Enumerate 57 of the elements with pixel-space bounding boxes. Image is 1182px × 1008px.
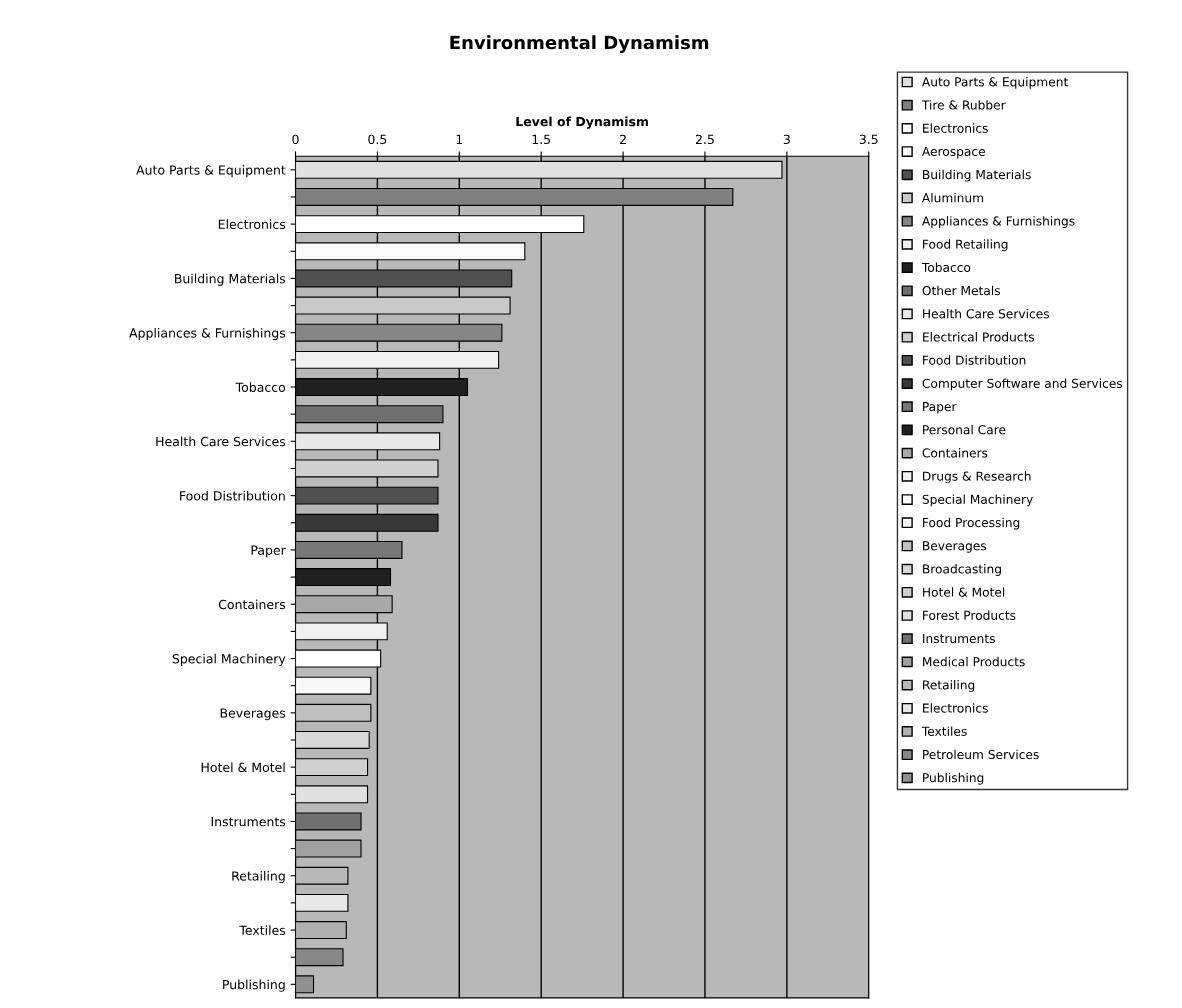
legend-label: Petroleum Services [923, 749, 1039, 760]
legend-label: Broadcasting [923, 564, 1001, 576]
legend-label: Tobacco [921, 262, 971, 272]
y-tick-label: Containers [218, 599, 286, 610]
chart-title: Environmental Dynamism [450, 35, 709, 53]
y-tick-label: Appliances & Furnishings [129, 327, 286, 341]
legend-label: Hotel & Motel [923, 587, 1005, 597]
legend-label: Building Materials [923, 169, 1031, 182]
x-tick-label: 3.5 [859, 134, 878, 145]
y-tick-label: Electronics [218, 219, 286, 230]
legend-label: Aluminum [921, 192, 984, 203]
legend-label: Electronics [923, 123, 988, 133]
legend-label: Food Processing [923, 517, 1020, 530]
y-tick-label: Instruments [211, 817, 286, 827]
y-tick-label: Retailing [232, 870, 285, 884]
y-tick-label: Textiles [239, 925, 286, 935]
legend-label: Food Retailing [923, 239, 1008, 252]
x-tick-label: 1.5 [532, 134, 551, 145]
x-axis-title: Level of Dynamism [516, 116, 648, 129]
legend-label: Food Distribution [923, 355, 1026, 365]
legend-label: Personal Care [923, 424, 1006, 435]
legend-label: Electrical Products [923, 332, 1035, 342]
legend-label: Electronics [923, 703, 988, 713]
y-tick-label: Building Materials [175, 273, 286, 286]
legend-label: Other Metals [922, 285, 1000, 296]
legend-label: Paper [923, 402, 957, 414]
y-tick-label: Food Distribution [180, 490, 285, 501]
legend-label: Retailing [923, 680, 975, 692]
y-tick-label: Auto Parts & Equipment [136, 165, 286, 178]
legend-label: Instruments [923, 634, 995, 644]
legend-label: Aerospace [921, 146, 985, 159]
legend-label: Health Care Services [923, 308, 1050, 319]
y-tick-label: Hotel & Motel [201, 762, 285, 773]
legend-label: Containers [922, 448, 988, 458]
legend-label: Drugs & Research [923, 471, 1031, 484]
y-tick-label: Publishing [223, 979, 285, 992]
legend-label: Special Machinery [922, 494, 1033, 507]
x-tick-label: 0.5 [368, 134, 387, 145]
y-tick-label: Special Machinery [172, 653, 286, 666]
x-tick-label: 2 [620, 134, 626, 144]
legend-label: Forest Products [923, 610, 1016, 620]
x-tick-label: 1 [456, 134, 463, 144]
y-tick-label: Paper [251, 545, 286, 558]
legend-label: Beverages [923, 541, 987, 553]
x-tick-label: 0 [292, 134, 299, 145]
legend-label: Computer Software and Services [922, 378, 1123, 391]
legend-label: Appliances & Furnishings [921, 216, 1075, 228]
x-tick-label: 2.5 [695, 134, 714, 145]
legend-label: Publishing [923, 772, 984, 785]
legend-label: Medical Products [923, 656, 1025, 667]
y-tick-label: Tobacco [235, 382, 286, 392]
y-tick-label: Health Care Services [156, 436, 286, 447]
legend-label: Tire & Rubber [921, 100, 1006, 110]
legend-label: Textiles [921, 726, 967, 736]
legend-label: Auto Parts & Equipment [921, 76, 1068, 89]
y-tick-label: Beverages [220, 708, 286, 721]
x-tick-label: 3 [783, 134, 790, 145]
